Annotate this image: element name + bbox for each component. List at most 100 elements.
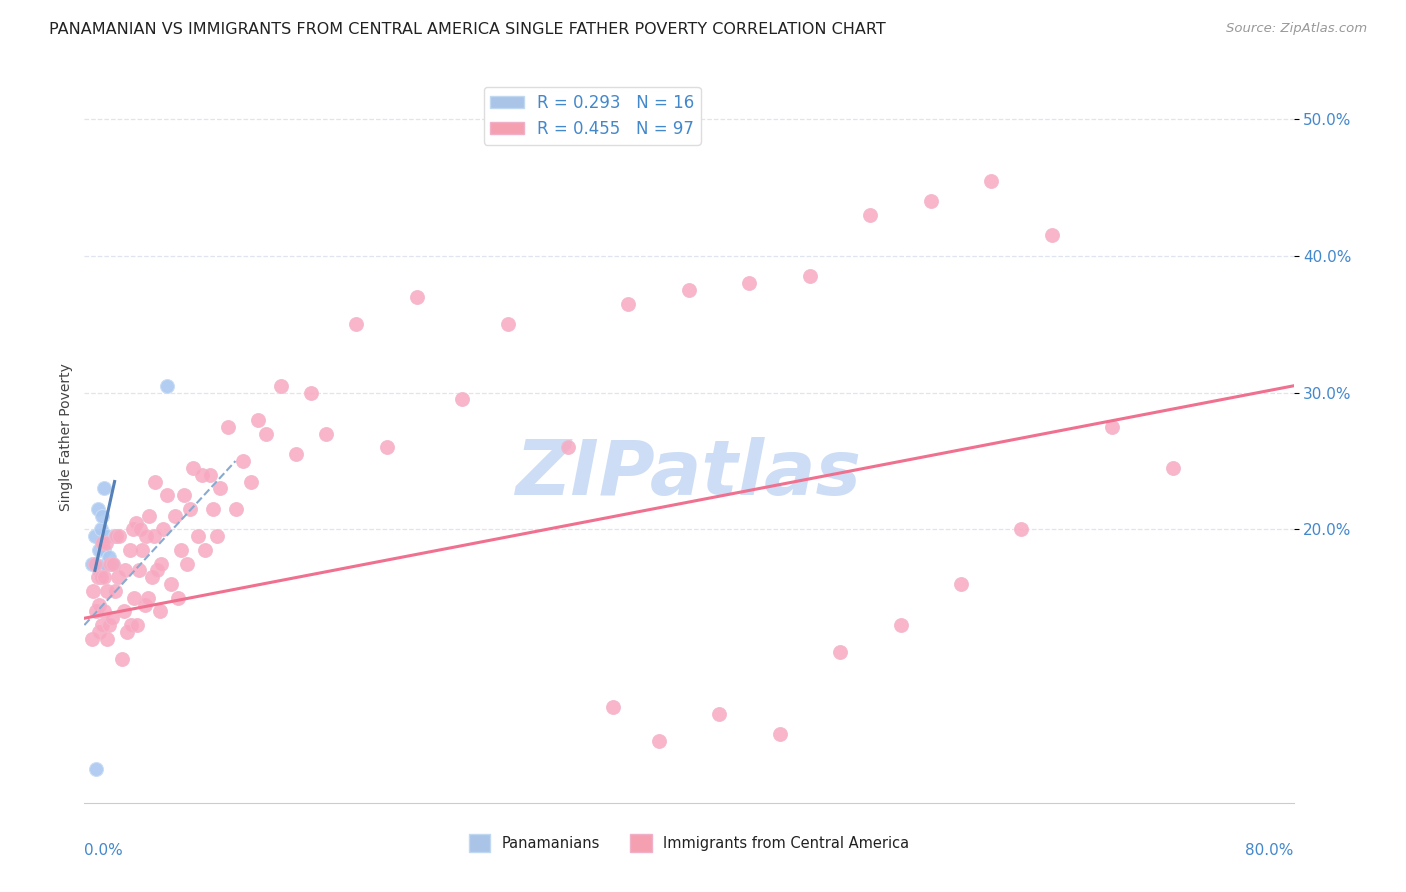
Point (111, 652, 134, 666)
Point (120, 618, 142, 632)
Point (96, 632, 118, 646)
Point (93, 542, 115, 557)
Point (830, 645, 852, 659)
Point (100, 557, 122, 571)
Point (86, 762, 108, 776)
Point (451, 392, 474, 407)
Point (135, 529, 157, 543)
Point (136, 591, 159, 605)
Point (201, 501, 224, 516)
Point (254, 426, 277, 441)
Point (94, 536, 117, 550)
Point (406, 290, 429, 304)
Point (247, 413, 270, 427)
Point (141, 570, 163, 584)
Point (93, 481, 115, 495)
Point (709, 706, 731, 721)
Point (93, 570, 115, 584)
Point (198, 467, 221, 482)
Point (101, 557, 124, 571)
Point (496, 318, 519, 332)
Point (82, 583, 104, 598)
Point (121, 522, 143, 536)
Point (239, 475, 262, 489)
Point (90, 570, 112, 584)
Point (799, 269, 821, 284)
Point (122, 591, 145, 605)
Point (150, 557, 173, 571)
Point (209, 481, 232, 495)
Text: PANAMANIAN VS IMMIGRANTS FROM CENTRAL AMERICA SINGLE FATHER POVERTY CORRELATION : PANAMANIAN VS IMMIGRANTS FROM CENTRAL AM… (49, 22, 886, 37)
Point (129, 522, 152, 536)
Point (165, 508, 187, 523)
Point (1040, 228, 1063, 243)
Point (980, 174, 1002, 188)
Legend: Panamanians, Immigrants from Central America: Panamanians, Immigrants from Central Ame… (463, 829, 915, 858)
Point (191, 467, 214, 482)
Point (375, 440, 398, 454)
Point (104, 529, 127, 543)
Point (87, 501, 110, 516)
Point (173, 488, 195, 502)
Point (859, 208, 882, 222)
Point (146, 563, 169, 577)
Point (98, 557, 121, 571)
Point (96, 583, 118, 598)
Point (950, 577, 973, 591)
Point (1101, 420, 1123, 434)
Point (769, 727, 792, 741)
Point (104, 583, 127, 598)
Point (134, 598, 156, 612)
Point (125, 516, 148, 530)
Point (89, 598, 111, 612)
Point (80, 557, 103, 571)
Point (89, 542, 111, 557)
Point (142, 529, 165, 543)
Point (232, 454, 254, 468)
Point (84, 529, 107, 543)
Point (145, 475, 167, 489)
Point (225, 501, 247, 516)
Point (91, 536, 114, 550)
Point (112, 604, 135, 618)
Point (315, 426, 337, 441)
Point (90, 522, 112, 536)
Point (96, 529, 118, 543)
Text: 0.0%: 0.0% (84, 843, 124, 858)
Point (89, 563, 111, 577)
Point (176, 557, 198, 571)
Point (105, 529, 128, 543)
Y-axis label: Single Father Poverty: Single Father Poverty (59, 363, 73, 511)
Point (149, 604, 172, 618)
Point (181, 460, 204, 475)
Point (159, 577, 181, 591)
Point (156, 379, 179, 393)
Point (127, 618, 149, 632)
Point (602, 700, 624, 714)
Point (299, 385, 322, 400)
Point (156, 488, 179, 502)
Text: 80.0%: 80.0% (1246, 843, 1294, 858)
Point (217, 420, 239, 434)
Point (86, 604, 108, 618)
Point (94, 557, 117, 571)
Point (100, 611, 122, 625)
Point (270, 379, 292, 393)
Point (648, 734, 671, 748)
Point (114, 563, 136, 577)
Point (678, 283, 700, 297)
Point (187, 529, 209, 543)
Point (1011, 522, 1033, 536)
Point (617, 297, 640, 311)
Point (170, 542, 193, 557)
Point (128, 563, 150, 577)
Point (346, 318, 368, 332)
Point (138, 508, 160, 523)
Point (890, 618, 912, 632)
Point (118, 542, 141, 557)
Text: ZIPatlas: ZIPatlas (516, 437, 862, 510)
Point (285, 447, 308, 461)
Point (131, 542, 153, 557)
Point (87, 570, 110, 584)
Point (152, 522, 174, 536)
